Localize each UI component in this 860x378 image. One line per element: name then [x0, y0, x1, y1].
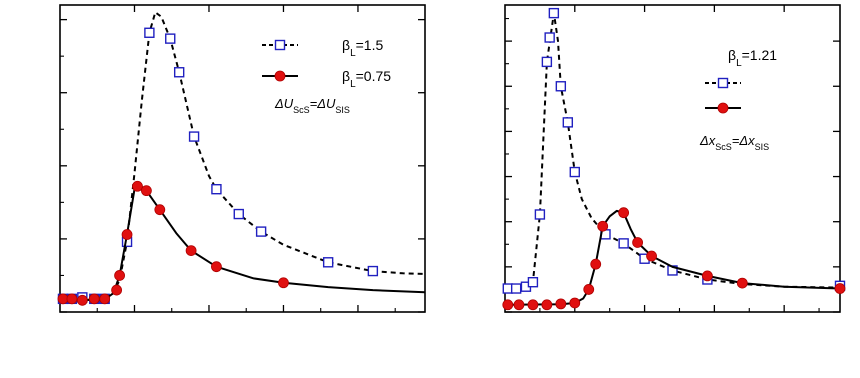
- data-point-circle: [57, 293, 69, 305]
- data-point-circle: [121, 229, 133, 240]
- data-point-square: [211, 183, 222, 195]
- data-point-circle: [502, 299, 514, 311]
- data-point-circle: [66, 293, 78, 305]
- data-point-circle: [646, 250, 657, 262]
- annotation-symbol-2: =ΔU: [310, 96, 336, 111]
- data-point-circle: [76, 294, 88, 306]
- data-point-square: [322, 257, 334, 268]
- data-point-square: [502, 283, 513, 294]
- legend-header-value: =1.21: [742, 47, 778, 63]
- legend-entry-sis: [705, 77, 741, 89]
- data-point-circle: [141, 185, 152, 197]
- data-point-square: [562, 117, 574, 128]
- data-point-circle: [278, 277, 289, 289]
- data-point-circle: [132, 180, 143, 192]
- data-point-circle: [154, 204, 166, 216]
- legend-param-sub: L: [350, 79, 356, 90]
- legend-entry-sis: βL=1.5: [262, 37, 383, 59]
- data-point-circle: [99, 293, 111, 305]
- annotation-sub-2: SIS: [755, 142, 770, 152]
- legend-header-symbol: β: [728, 47, 736, 63]
- series-line: [60, 183, 425, 302]
- data-point-square: [233, 208, 244, 220]
- annotation-symbol-1: Δx: [699, 133, 716, 148]
- data-point-circle: [590, 258, 602, 270]
- series-sis: [57, 11, 425, 305]
- plot-frame: [504, 4, 841, 313]
- data-point-circle: [185, 245, 197, 257]
- legend-param-value: =0.75: [356, 68, 392, 84]
- data-point-square: [618, 238, 629, 249]
- data-point-square: [188, 131, 200, 142]
- data-point-square: [173, 67, 185, 78]
- annotation-equal-amplitude: ΔxScS=ΔxSIS: [699, 133, 769, 152]
- data-point-circle: [569, 297, 581, 309]
- data-point-circle: [114, 270, 125, 281]
- legend-header-sub: L: [736, 58, 742, 69]
- data-point-circle: [88, 293, 100, 305]
- data-point-circle: [701, 270, 713, 282]
- data-point-square: [144, 27, 155, 38]
- series-line: [505, 209, 840, 306]
- legend-param-value: =1.5: [356, 37, 384, 53]
- data-point-square: [569, 166, 580, 178]
- data-point-square: [548, 7, 560, 19]
- data-point-circle: [513, 299, 525, 311]
- panel-b: βL=1.21 ΔxScS=ΔxSIS: [502, 4, 846, 313]
- data-point-square: [534, 209, 546, 220]
- annotation-sub-2: SIS: [335, 105, 350, 115]
- legend-param-symbol: β: [342, 68, 350, 84]
- data-point-circle: [211, 261, 222, 273]
- data-point-square: [527, 277, 539, 288]
- legend-param-symbol: β: [342, 37, 350, 53]
- plot-frame: [59, 4, 426, 313]
- series-line: [60, 11, 425, 302]
- data-point-square: [541, 56, 553, 68]
- data-point-square: [367, 265, 379, 277]
- data-point-circle: [111, 284, 123, 296]
- data-point-square: [544, 32, 555, 43]
- legend-marker-circle: [717, 102, 729, 114]
- data-point-square: [255, 226, 267, 237]
- data-point-square: [510, 283, 522, 294]
- series-sis: [502, 7, 846, 294]
- annotation-sub-1: ScS: [293, 105, 310, 115]
- data-point-circle: [632, 237, 644, 248]
- series-scs: [57, 180, 425, 306]
- annotation-symbol-1: ΔU: [274, 96, 294, 111]
- data-point-circle: [618, 207, 630, 219]
- series-scs: [502, 207, 846, 311]
- legend-entry-scs: βL=0.75: [262, 68, 391, 90]
- legend-marker-square: [274, 39, 286, 51]
- data-point-circle: [834, 283, 846, 294]
- data-point-circle: [555, 298, 567, 310]
- annotation-equal-amplitude: ΔUScS=ΔUSIS: [274, 96, 350, 115]
- data-point-circle: [597, 220, 609, 232]
- legend-marker-circle: [274, 70, 286, 82]
- data-point-square: [555, 81, 567, 92]
- data-point-circle: [541, 299, 553, 311]
- data-point-circle: [527, 299, 539, 311]
- legend-param-sub: L: [350, 48, 356, 59]
- data-point-square: [165, 33, 176, 44]
- legend-marker-square: [717, 77, 729, 89]
- annotation-symbol-2: =Δx: [732, 133, 755, 148]
- legend-header: βL=1.21: [728, 47, 777, 69]
- annotation-sub-1: ScS: [715, 142, 732, 152]
- legend-entry-scs: [705, 102, 741, 114]
- legend-param: βL=1.5: [342, 37, 383, 59]
- legend-param: βL=0.75: [342, 68, 391, 90]
- series-line: [505, 12, 840, 291]
- data-point-circle: [583, 284, 595, 295]
- data-point-circle: [736, 277, 748, 289]
